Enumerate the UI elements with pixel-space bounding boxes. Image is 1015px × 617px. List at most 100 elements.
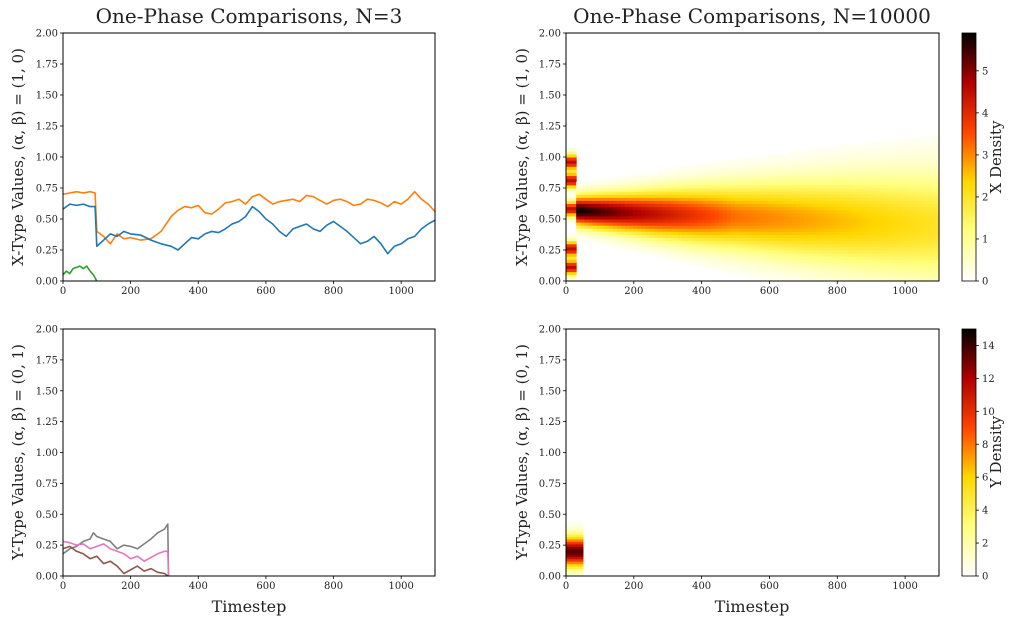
heat-cell [901,206,907,211]
heat-cell [836,277,842,281]
heat-cell [922,206,927,211]
heat-cell [677,256,683,260]
heat-cell [808,175,813,180]
heat-cell [747,181,752,186]
heat-cell [897,147,903,152]
heat-cell [566,240,570,245]
heat-cell [869,256,874,260]
heat-cell [889,228,895,232]
heat-cell [596,206,602,211]
heat-cell [653,188,659,192]
heat-cell [616,222,622,226]
heat-cell [897,253,903,257]
heat-cell [922,262,927,266]
heat-cell [869,253,874,257]
heat-cell [930,259,935,263]
heat-cell [714,163,720,167]
heat-cell [913,271,919,276]
heat-cell [893,277,899,281]
heat-cell [934,240,939,245]
heat-cell [759,178,764,183]
heat-cell [702,209,707,214]
heat-cell [677,237,683,242]
heat-cell [836,191,842,195]
heat-cell [926,181,931,186]
heat-cell [848,163,854,167]
heat-cell [592,215,598,220]
heat-cell [795,188,801,192]
heat-cell [572,558,577,562]
heat-cell [604,181,610,186]
heat-cell [905,184,911,189]
heat-cell [873,200,878,204]
heat-cell [702,259,707,263]
heat-cell [934,212,939,217]
heat-cell [722,246,728,251]
heat-cell [657,212,663,217]
heat-cell [616,184,622,189]
heat-cell [852,253,858,257]
heat-cell [869,144,874,149]
heat-cell [861,240,866,245]
heat-cell [893,271,899,276]
colorbar-tick-label: 3 [982,150,988,161]
heat-cell [861,181,866,186]
heat-cell [698,188,703,192]
heat-cell [755,181,760,186]
heat-cell [901,150,907,155]
heat-cell [726,225,732,229]
heat-cell [608,231,614,235]
heat-cell [747,178,752,183]
heat-cell [569,197,574,201]
heat-cell [718,228,724,232]
heat-cell [865,178,870,183]
heat-cell [572,566,577,570]
heat-cell [718,259,724,263]
heat-cell [600,206,606,211]
heat-cell [783,169,789,173]
heat-cell [718,265,724,270]
heat-cell [722,188,728,192]
heat-cell [572,543,577,547]
heat-cell [747,184,752,189]
heat-cell [832,243,838,248]
x-tick-label: 0 [563,581,569,592]
heat-cell [828,262,834,266]
heat-cell [873,215,878,220]
heat-cell [714,231,720,235]
heat-cell [922,250,927,254]
heat-cell [657,228,663,232]
heat-cell [897,153,903,158]
heat-cell [653,240,659,245]
heat-cell [747,206,752,211]
x-tick-label: 1000 [892,286,917,297]
heat-cell [799,259,805,263]
heat-cell [783,231,789,235]
x-tick-label: 600 [760,581,779,592]
heat-cell [681,215,687,220]
heat-cell [885,144,890,149]
heat-cell [657,200,663,204]
heat-cell [661,237,667,242]
heat-cell [665,181,671,186]
heat-cell [795,274,801,279]
heat-cell [808,157,813,161]
colorbar-tick-label: 1 [982,234,988,245]
heat-cell [783,274,789,279]
heat-cell [730,243,736,248]
heat-cell [828,200,834,204]
heat-cell [844,172,850,177]
heat-cell [934,135,939,139]
heat-cell [816,206,821,211]
heat-cell [698,222,703,226]
heat-cell [869,243,874,248]
heat-cell [681,243,687,248]
heat-cell [673,212,679,217]
heat-cell [612,228,618,232]
heat-cell [913,259,919,263]
heat-cell [901,240,907,245]
heat-cell [893,157,899,161]
heat-cell [669,250,675,254]
heat-cell [889,169,895,173]
heat-cell [722,243,728,248]
